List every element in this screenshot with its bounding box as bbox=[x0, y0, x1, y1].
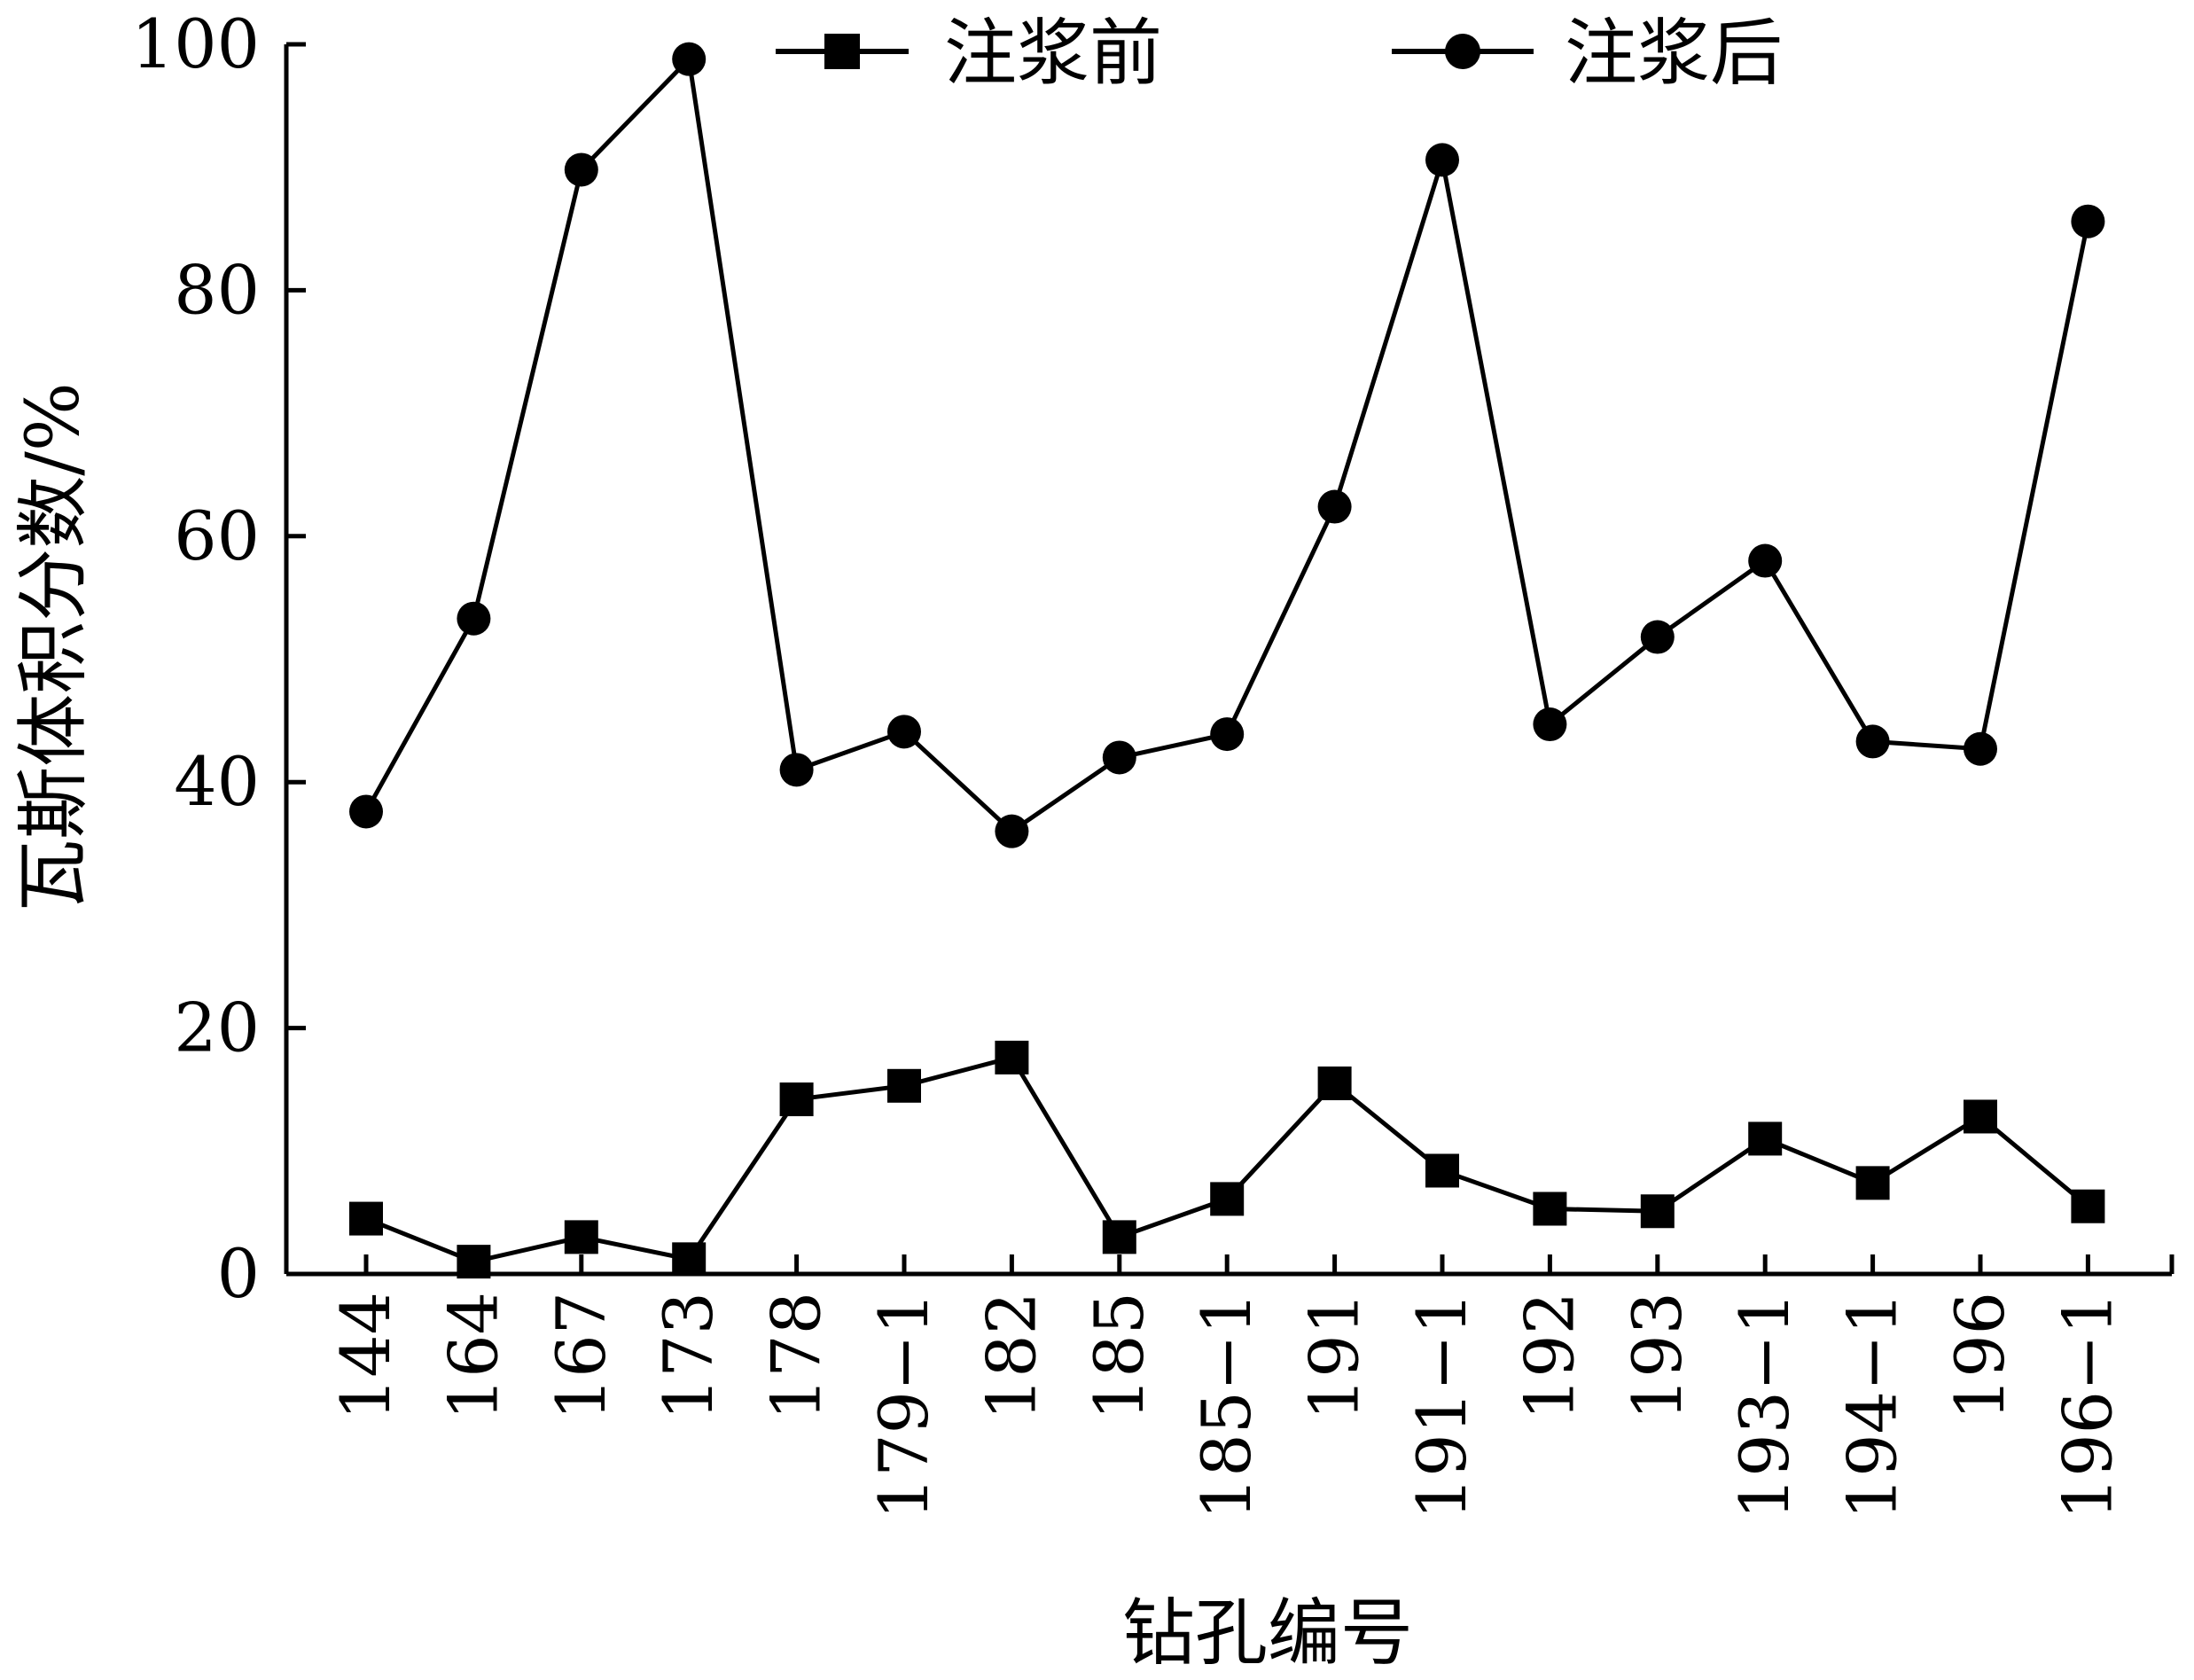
data-point-after bbox=[1102, 740, 1136, 775]
y-tick-label: 80 bbox=[174, 250, 260, 329]
x-tick-label: 144 bbox=[326, 1292, 405, 1420]
data-point-before bbox=[672, 1242, 707, 1277]
data-point-after bbox=[995, 814, 1029, 848]
x-tick-label: 192 bbox=[1510, 1292, 1589, 1420]
x-tick-label: 193−1 bbox=[1725, 1292, 1804, 1520]
x-tick-label: 194−1 bbox=[1833, 1292, 1912, 1520]
data-point-after bbox=[1855, 724, 1890, 759]
data-point-before bbox=[349, 1201, 383, 1236]
data-point-before bbox=[1964, 1099, 1997, 1134]
data-point-after bbox=[779, 753, 814, 787]
data-point-after bbox=[1640, 620, 1675, 654]
data-point-after bbox=[1533, 707, 1567, 742]
data-point-before bbox=[995, 1040, 1029, 1074]
data-point-after bbox=[672, 42, 707, 76]
series-line-before bbox=[365, 1054, 2090, 1264]
data-point-before bbox=[1748, 1121, 1783, 1156]
data-point-after bbox=[887, 715, 921, 749]
data-point-before bbox=[2071, 1189, 2105, 1223]
data-point-before bbox=[1425, 1153, 1459, 1188]
data-point-after bbox=[564, 152, 598, 187]
legend-item-before: 注浆前 bbox=[776, 12, 1162, 96]
data-point-before bbox=[457, 1245, 491, 1279]
x-tick-label: 185 bbox=[1080, 1292, 1159, 1420]
data-point-after bbox=[1425, 143, 1459, 177]
data-point-before bbox=[564, 1220, 598, 1254]
data-point-before bbox=[1210, 1182, 1245, 1216]
data-point-after bbox=[349, 794, 383, 829]
x-tick-label: 167 bbox=[542, 1292, 621, 1420]
data-point-before bbox=[887, 1068, 921, 1103]
y-axis-title: 瓦斯体积分数/% bbox=[12, 382, 96, 912]
x-tick-label: 193 bbox=[1618, 1292, 1697, 1420]
data-point-before bbox=[1102, 1220, 1136, 1254]
x-tick-label: 179−1 bbox=[864, 1292, 943, 1520]
y-tick-label: 40 bbox=[174, 742, 260, 821]
x-tick-label: 164 bbox=[433, 1292, 512, 1420]
data-point-before bbox=[1533, 1192, 1567, 1226]
x-tick-label: 196−1 bbox=[2048, 1292, 2127, 1520]
x-tick-label: 185−1 bbox=[1187, 1292, 1266, 1520]
y-tick-label: 20 bbox=[174, 988, 260, 1067]
x-ticks: 144 164 167 173 178 179−1 182 185 185−1 191 191−1 1… bbox=[326, 1254, 2174, 1520]
y-ticks: 0 20 40 60 80 100 bbox=[131, 4, 306, 1313]
data-point-before bbox=[1855, 1166, 1890, 1200]
y-tick-label: 100 bbox=[131, 4, 260, 83]
legend-circle-marker bbox=[1445, 34, 1480, 69]
legend-item-after: 注浆后 bbox=[1392, 12, 1783, 96]
data-point-after bbox=[1964, 731, 1997, 766]
legend: 注浆前 注浆后 bbox=[776, 12, 1783, 96]
x-tick-label: 191 bbox=[1295, 1292, 1374, 1420]
data-point-before bbox=[1317, 1067, 1352, 1101]
series-markers bbox=[349, 42, 2105, 1279]
x-tick-label: 196 bbox=[1940, 1292, 2019, 1420]
data-point-after bbox=[457, 601, 491, 636]
data-point-after bbox=[2071, 204, 2105, 238]
legend-label-after: 注浆后 bbox=[1565, 12, 1783, 96]
data-point-after bbox=[1210, 717, 1245, 752]
legend-label-before: 注浆前 bbox=[944, 12, 1162, 96]
data-point-after bbox=[1748, 543, 1783, 578]
y-tick-label: 0 bbox=[217, 1234, 260, 1313]
data-point-after bbox=[1317, 489, 1352, 524]
x-tick-label: 182 bbox=[972, 1292, 1050, 1420]
x-axis-title: 钻孔编号 bbox=[1122, 1591, 1413, 1676]
x-tick-label: 178 bbox=[757, 1292, 836, 1420]
data-point-before bbox=[1640, 1194, 1675, 1229]
y-tick-label: 60 bbox=[174, 496, 260, 575]
x-tick-label: 173 bbox=[649, 1292, 728, 1420]
series-line-after bbox=[363, 54, 2090, 834]
series-lines bbox=[363, 54, 2090, 1264]
data-point-before bbox=[779, 1082, 814, 1117]
x-tick-label: 191−1 bbox=[1402, 1292, 1481, 1520]
legend-square-marker bbox=[824, 34, 860, 69]
